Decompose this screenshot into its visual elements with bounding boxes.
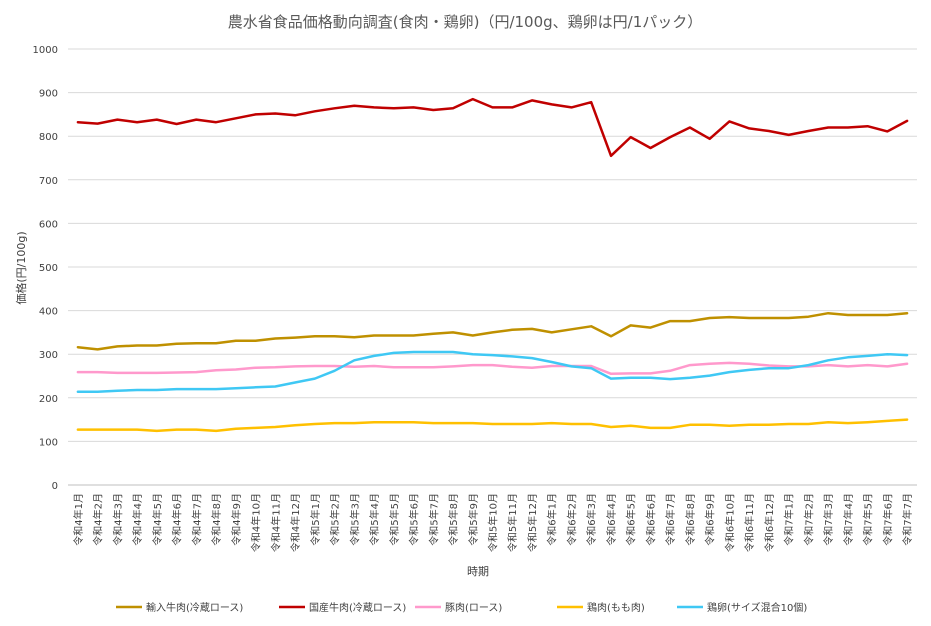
series-line-0 bbox=[76, 311, 909, 351]
y-tick-label: 200 bbox=[39, 394, 58, 405]
x-tick-label: 令和5年3月 bbox=[348, 493, 361, 546]
x-tick-label: 令和7年2月 bbox=[802, 493, 815, 546]
y-tick-label: 400 bbox=[39, 307, 58, 318]
x-tick-label: 令和7年4月 bbox=[842, 493, 855, 546]
x-tick-label: 令和5年7月 bbox=[427, 493, 440, 546]
x-tick-label: 令和4年3月 bbox=[111, 493, 124, 546]
x-tick-label: 令和7年5月 bbox=[862, 493, 875, 546]
x-tick-label: 令和6年6月 bbox=[644, 493, 657, 546]
series-line-3 bbox=[76, 418, 909, 433]
y-tick-label: 100 bbox=[39, 437, 58, 448]
x-tick-label: 令和6年1月 bbox=[546, 493, 559, 546]
x-tick-label: 令和5年11月 bbox=[506, 493, 519, 552]
x-tick-label: 令和7年3月 bbox=[822, 493, 835, 546]
x-tick-label: 令和5年6月 bbox=[408, 493, 421, 546]
x-tick-label: 令和5年8月 bbox=[447, 493, 460, 546]
x-tick-label: 令和4年5月 bbox=[151, 493, 164, 546]
y-axis-ticks: 0 100 200 300 400 500 600 700 800 900 1000 bbox=[33, 45, 58, 492]
x-tick-label: 令和5年12月 bbox=[526, 493, 539, 552]
x-tick-label: 令和4年2月 bbox=[92, 493, 105, 546]
legend-label-0: 輸入牛肉(冷蔵ロース) bbox=[146, 601, 243, 614]
legend-label-1: 国産牛肉(冷蔵ロース) bbox=[309, 601, 406, 614]
series-lines bbox=[76, 97, 909, 433]
x-tick-label: 令和6年2月 bbox=[565, 493, 578, 546]
x-tick-label: 令和4年7月 bbox=[190, 493, 203, 546]
x-tick-label: 令和4年4月 bbox=[131, 493, 144, 546]
x-axis-title: 時期 bbox=[467, 565, 489, 578]
series-line-2 bbox=[76, 361, 909, 376]
x-tick-label: 令和5年9月 bbox=[467, 493, 480, 546]
legend-label-2: 豚肉(ロース) bbox=[445, 601, 502, 614]
x-tick-label: 令和5年1月 bbox=[309, 493, 322, 546]
x-tick-label: 令和6年10月 bbox=[723, 493, 736, 552]
x-tick-label: 令和5年5月 bbox=[388, 493, 401, 546]
legend-label-4: 鶏卵(サイズ混合10個) bbox=[707, 601, 807, 614]
x-tick-label: 令和6年12月 bbox=[763, 493, 776, 552]
x-tick-label: 令和6年5月 bbox=[625, 493, 638, 546]
y-tick-label: 600 bbox=[39, 219, 58, 230]
x-tick-label: 令和6年3月 bbox=[585, 493, 598, 546]
x-tick-label: 令和5年4月 bbox=[368, 493, 381, 546]
legend: 輸入牛肉(冷蔵ロース) 国産牛肉(冷蔵ロース) 豚肉(ロース) 鶏肉(もも肉) 鶏卵(サ… bbox=[116, 601, 807, 614]
gridlines bbox=[68, 48, 917, 486]
y-tick-label: 800 bbox=[39, 132, 58, 143]
y-tick-label: 300 bbox=[39, 350, 58, 361]
x-tick-label: 令和7年6月 bbox=[881, 493, 894, 546]
y-tick-label: 1000 bbox=[33, 45, 58, 56]
x-tick-label: 令和7年1月 bbox=[783, 493, 796, 546]
x-tick-label: 令和5年2月 bbox=[329, 493, 342, 546]
y-tick-label: 700 bbox=[39, 176, 58, 187]
x-tick-label: 令和6年8月 bbox=[684, 493, 697, 546]
series-line-1 bbox=[76, 97, 909, 158]
x-tick-label: 令和4年12月 bbox=[289, 493, 302, 552]
x-tick-label: 令和4年11月 bbox=[269, 493, 282, 552]
x-tick-label: 令和4年9月 bbox=[230, 493, 243, 546]
x-tick-label: 令和6年11月 bbox=[743, 493, 756, 552]
y-axis-title: 価格(円/100g) bbox=[14, 231, 28, 304]
y-tick-label: 900 bbox=[39, 89, 58, 100]
x-tick-label: 令和6年7月 bbox=[664, 493, 677, 546]
x-tick-label: 令和4年1月 bbox=[72, 493, 85, 546]
legend-label-3: 鶏肉(もも肉) bbox=[587, 601, 645, 614]
y-tick-label: 0 bbox=[52, 481, 58, 492]
x-tick-label: 令和7年7月 bbox=[901, 493, 914, 546]
x-tick-label: 令和4年6月 bbox=[171, 493, 184, 546]
x-tick-label: 令和4年10月 bbox=[250, 493, 263, 552]
x-axis-ticks: 令和4年1月 令和4年2月 令和4年3月 令和4年4月 令和4年5月 令和4年6月 令和4年… bbox=[72, 493, 914, 552]
x-tick-label: 令和6年9月 bbox=[704, 493, 717, 546]
series-line-4 bbox=[76, 350, 909, 393]
x-tick-label: 令和4年8月 bbox=[210, 493, 223, 546]
chart-title: 農水省食品価格動向調査(食肉・鶏卵)（円/100g、鶏卵は円/1パック） bbox=[228, 13, 703, 31]
x-tick-label: 令和5年10月 bbox=[487, 493, 500, 552]
y-tick-label: 500 bbox=[39, 263, 58, 274]
x-tick-label: 令和6年4月 bbox=[605, 493, 618, 546]
